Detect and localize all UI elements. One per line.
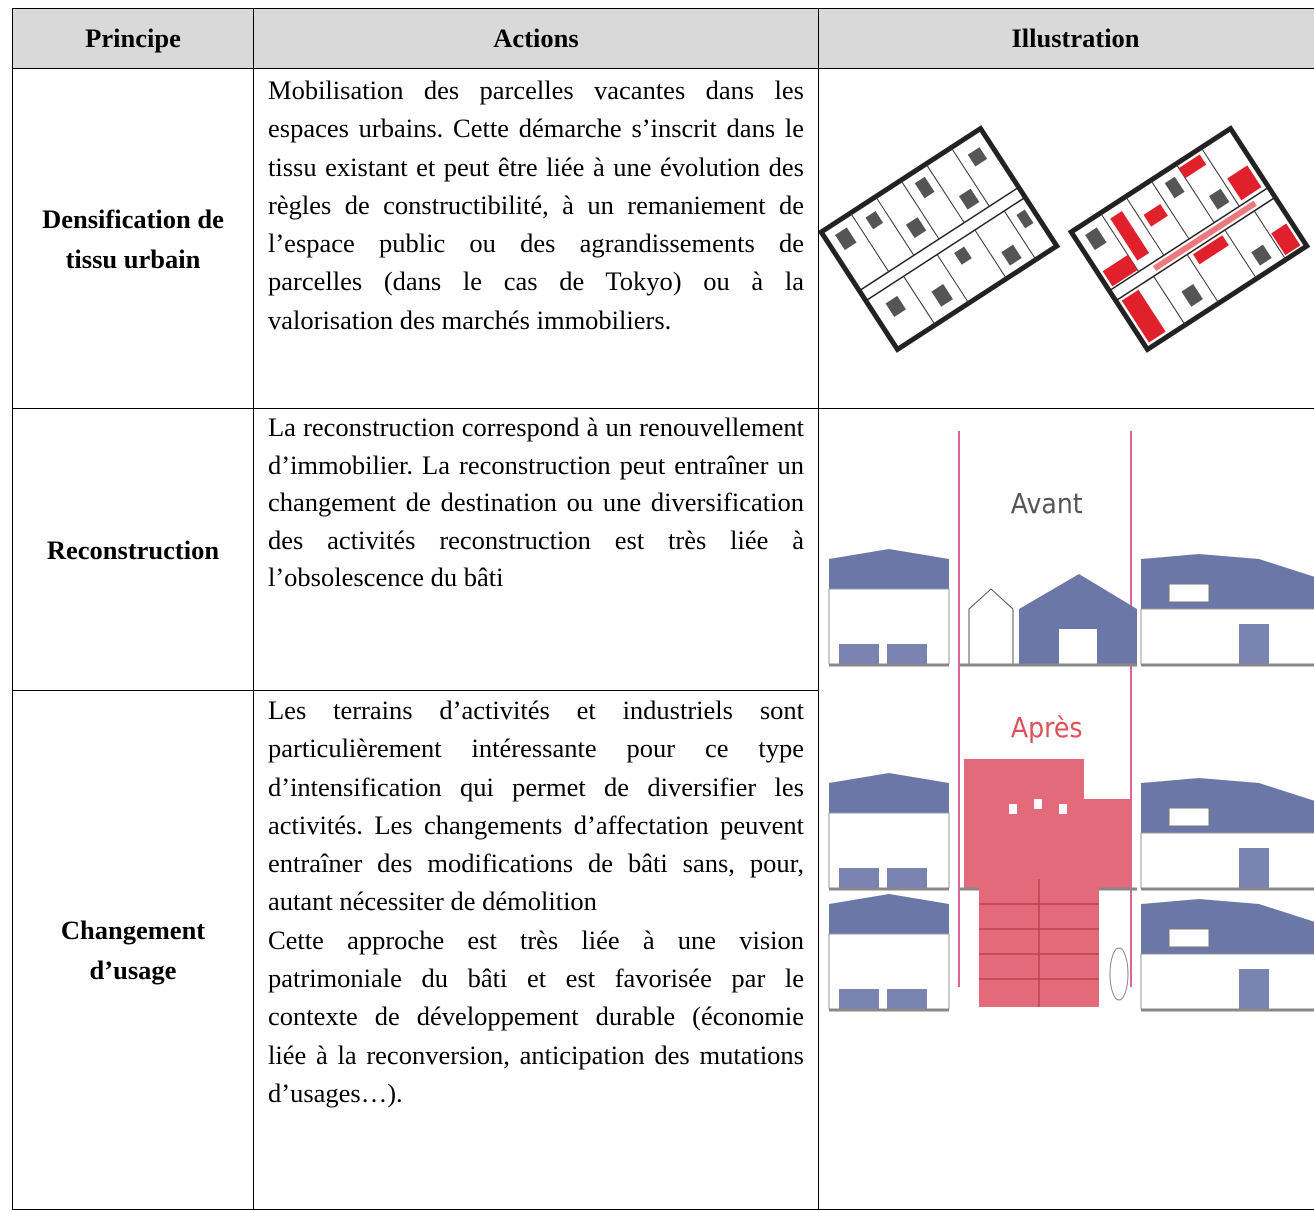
action-text: Les terrains d’activités et industriels … xyxy=(268,691,804,921)
action-text: La reconstruction correspond à un renouv… xyxy=(268,409,804,597)
header-row: Principe Actions Illustration xyxy=(13,9,1314,69)
row: Reconstruction La reconstruction corresp… xyxy=(13,409,1314,691)
illustration xyxy=(819,69,1314,409)
header-cell: Actions xyxy=(254,9,819,69)
actions: Les terrains d’activités et industriels … xyxy=(254,691,819,1210)
principle: Densification de tissu urbain xyxy=(13,69,254,409)
principle: Changement d’usage xyxy=(13,691,254,1210)
action-text: Mobilisation des parcelles vacantes dans… xyxy=(268,71,804,339)
row: Densification de tissu urbain Mobilisati… xyxy=(13,69,1314,409)
illustration: Avant Après xyxy=(819,409,1314,1210)
header-cell: Illustration xyxy=(819,9,1314,69)
actions: La reconstruction correspond à un renouv… xyxy=(254,409,819,691)
actions: Mobilisation des parcelles vacantes dans… xyxy=(254,69,819,409)
principle: Reconstruction xyxy=(13,409,254,691)
illustration-label: Après xyxy=(1011,712,1083,745)
header-cell: Principe xyxy=(13,9,254,69)
densification-illustration xyxy=(819,69,1314,407)
reconstruction-illustration: Avant Après xyxy=(819,409,1314,1209)
action-text: Cette approche est très liée à une visio… xyxy=(268,921,804,1112)
illustration-label: Avant xyxy=(1011,488,1083,521)
principles-table: Principe Actions Illustration Densificat… xyxy=(12,8,1314,1210)
